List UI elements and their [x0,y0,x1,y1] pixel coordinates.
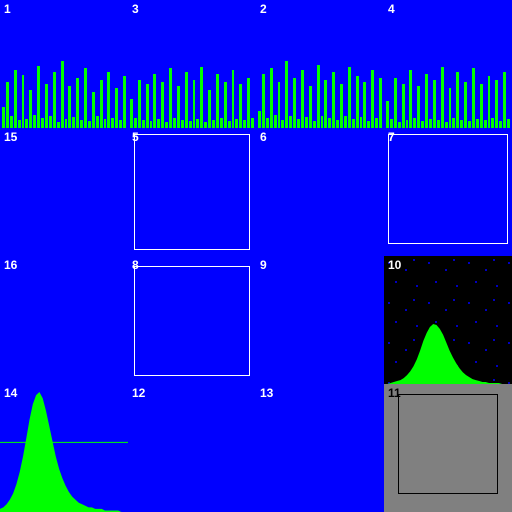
panel-image [256,384,384,512]
histogram-area [384,324,512,384]
panel-9[interactable]: 9 [256,256,384,384]
panel-1[interactable]: 1 [0,0,128,128]
histogram-bars [256,32,384,128]
histogram-bars [384,32,512,128]
panel-image [0,128,128,256]
panel-15[interactable]: 15 [0,128,128,256]
panel-14[interactable]: 14 [0,384,128,512]
panel-4[interactable]: 4 [384,0,512,128]
panel-8[interactable]: 8 [128,256,256,384]
histogram-bars [128,32,256,128]
panel-7[interactable]: 7 [384,128,512,256]
panel-image [128,256,256,384]
image-panel-grid: 13241556716891014121311 [0,0,512,512]
panel-2[interactable]: 2 [256,0,384,128]
panel-16[interactable]: 16 [0,256,128,384]
panel-6[interactable]: 6 [256,128,384,256]
panel-10[interactable]: 10 [384,256,512,384]
panel-11[interactable]: 11 [384,384,512,512]
histogram-area [0,392,128,512]
panel-image [128,128,256,256]
panel-image [384,384,512,512]
panel-image [0,256,128,384]
panel-3[interactable]: 3 [128,0,256,128]
panel-5[interactable]: 5 [128,128,256,256]
panel-image [384,128,512,256]
panel-13[interactable]: 13 [256,384,384,512]
panel-12[interactable]: 12 [128,384,256,512]
panel-image [256,256,384,384]
panel-image [256,128,384,256]
panel-image [128,384,256,512]
histogram-bars [0,32,128,128]
